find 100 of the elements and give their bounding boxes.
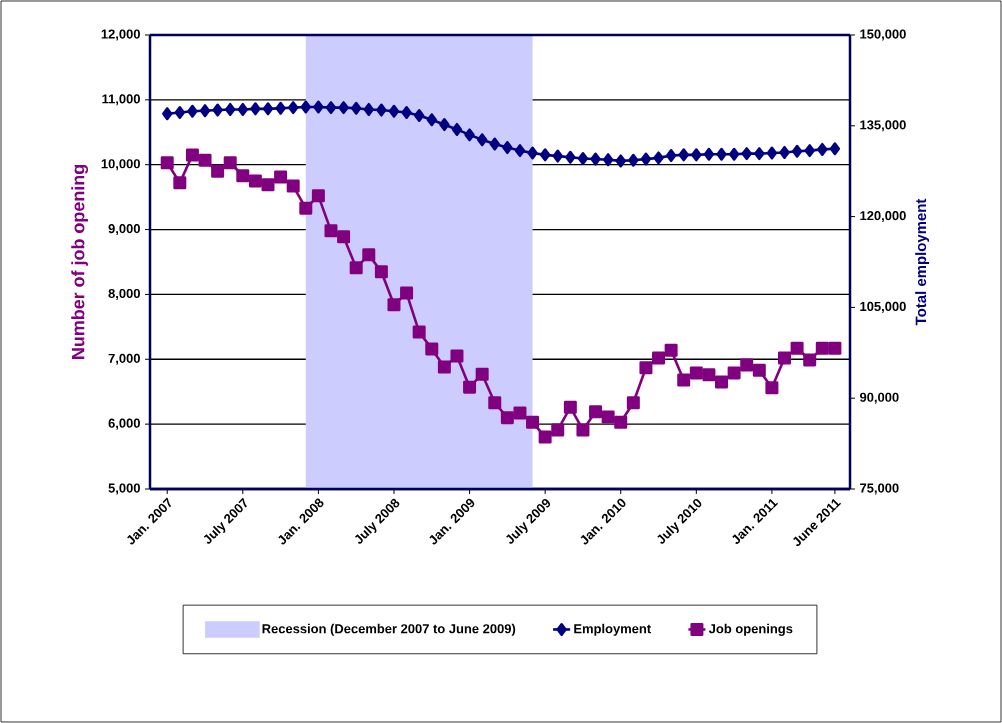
y2-tick-label: 90,000: [859, 392, 899, 404]
point: [678, 148, 689, 162]
point: [628, 153, 639, 167]
point: [376, 103, 387, 117]
point: [236, 169, 250, 183]
point: [527, 146, 538, 160]
point: [563, 400, 577, 414]
point: [426, 113, 437, 127]
point: [248, 174, 262, 188]
point: [577, 151, 589, 165]
point: [500, 411, 514, 425]
point: [401, 105, 412, 119]
point: [237, 102, 249, 116]
point: [728, 147, 740, 161]
point: [425, 342, 439, 356]
point: [715, 375, 729, 389]
point: [349, 261, 363, 275]
point: [514, 144, 526, 158]
y-tick-label: 10,000: [101, 159, 140, 171]
point: [615, 154, 626, 168]
point: [338, 101, 349, 115]
y-axis-title: Number of job opening: [71, 165, 89, 359]
point: [439, 118, 450, 132]
y2-tick-label: 105,000: [860, 301, 906, 313]
point: [817, 142, 828, 156]
point: [350, 101, 362, 115]
point: [450, 349, 464, 363]
y2-axis-title: Total employment: [915, 198, 930, 326]
point: [400, 286, 414, 300]
point: [565, 150, 576, 164]
point: [526, 415, 540, 429]
point: [250, 102, 261, 116]
point: [703, 147, 715, 161]
point: [766, 146, 778, 160]
point: [374, 265, 388, 279]
point: [815, 341, 829, 355]
point: [589, 405, 603, 419]
point: [614, 415, 628, 429]
point: [488, 396, 502, 410]
y2-tick-label: 120,000: [860, 211, 906, 223]
point: [803, 353, 817, 367]
y-tick-label: 9,000: [108, 224, 140, 236]
point: [639, 361, 653, 375]
point: [211, 164, 225, 178]
point: [489, 137, 500, 151]
point: [475, 367, 489, 381]
y-tick-label: 7,000: [108, 353, 140, 365]
point: [464, 128, 475, 142]
y-tick-label: 8,000: [108, 288, 140, 300]
point: [691, 148, 702, 162]
point: [829, 142, 841, 156]
point: [223, 156, 237, 170]
point: [413, 109, 425, 122]
point: [199, 104, 211, 118]
point: [275, 101, 286, 115]
point: [778, 351, 791, 365]
point: [601, 410, 615, 424]
point: [740, 358, 754, 372]
point: [300, 100, 311, 114]
point: [173, 176, 187, 190]
point: [463, 380, 477, 394]
point: [174, 105, 186, 119]
legend-label: Job openings: [708, 623, 793, 636]
point: [741, 147, 752, 161]
point: [716, 147, 727, 161]
point: [779, 145, 790, 159]
point: [752, 363, 766, 377]
point: [538, 430, 552, 444]
y-tick-label: 11,000: [102, 94, 140, 106]
point: [754, 147, 765, 161]
point: [602, 153, 614, 167]
point: [286, 179, 300, 193]
point: [299, 201, 313, 215]
point: [828, 341, 842, 355]
point: [804, 144, 815, 158]
point: [212, 103, 223, 117]
point: [626, 396, 640, 410]
point: [187, 104, 198, 118]
point: [325, 101, 337, 115]
point: [476, 133, 488, 147]
point: [590, 152, 601, 166]
point: [790, 341, 804, 355]
point: [702, 368, 716, 382]
point: [387, 298, 401, 312]
point: [160, 156, 174, 170]
point: [727, 366, 741, 380]
point: [689, 366, 703, 380]
point: [261, 178, 275, 192]
point: [653, 151, 664, 165]
point: [362, 248, 376, 262]
point: [162, 107, 173, 121]
point: [437, 360, 451, 374]
legend-label: Employment: [574, 623, 651, 636]
point: [791, 144, 803, 158]
point: [551, 423, 565, 437]
point: [313, 100, 324, 114]
point: [388, 104, 400, 118]
point: [274, 170, 288, 184]
y2-tick-label: 150,000: [860, 29, 906, 41]
y2-tick-label: 75,000: [860, 483, 899, 495]
